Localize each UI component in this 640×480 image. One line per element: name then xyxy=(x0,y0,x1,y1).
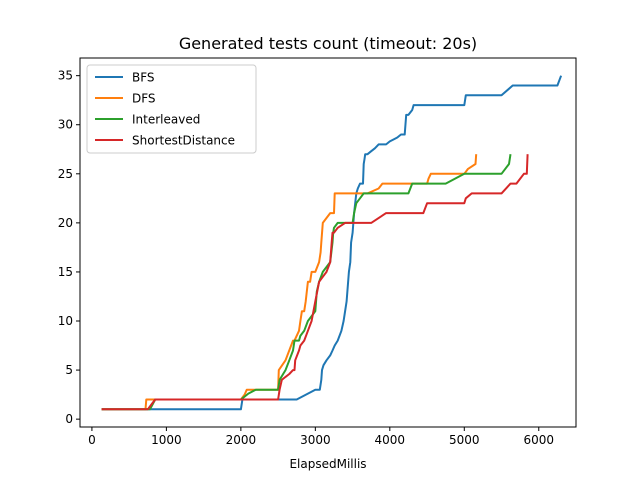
x-tick-label: 4000 xyxy=(375,433,406,447)
y-tick-label: 20 xyxy=(58,216,73,230)
legend: BFS DFS Interleaved ShortestDistance xyxy=(86,64,257,154)
y-tick-label: 35 xyxy=(58,69,73,83)
legend-label-interleaved: Interleaved xyxy=(132,113,200,127)
y-tick-label: 0 xyxy=(65,412,73,426)
chart-title: Generated tests count (timeout: 20s) xyxy=(179,34,477,53)
y-tick-label: 25 xyxy=(58,167,73,181)
x-tick-label: 2000 xyxy=(226,433,257,447)
x-tick-label: 0 xyxy=(88,433,96,447)
legend-label-dfs: DFS xyxy=(132,92,156,106)
x-tick-label: 1000 xyxy=(151,433,182,447)
x-tick-label: 3000 xyxy=(300,433,331,447)
legend-box xyxy=(86,64,257,154)
plot-frame xyxy=(79,57,577,428)
series-layer xyxy=(101,75,563,411)
x-tick-label: 5000 xyxy=(449,433,480,447)
series-line-shortestdistance xyxy=(101,154,529,411)
x-axis-label: ElapsedMillis xyxy=(289,457,366,471)
x-tick-label: 6000 xyxy=(523,433,554,447)
legend-label-shortestdistance: ShortestDistance xyxy=(132,134,235,148)
y-tick-label: 5 xyxy=(65,363,73,377)
axis-layer: 0 1000 2000 3000 4000 5000 6000 0 5 10 15 20 25 30 35 xyxy=(58,69,554,447)
y-tick-label: 15 xyxy=(58,265,73,279)
y-tick-label: 10 xyxy=(58,314,73,328)
legend-label-bfs: BFS xyxy=(132,71,155,85)
y-tick-label: 30 xyxy=(58,118,73,132)
series-line-interleaved xyxy=(101,154,512,411)
series-line-bfs xyxy=(101,75,563,411)
